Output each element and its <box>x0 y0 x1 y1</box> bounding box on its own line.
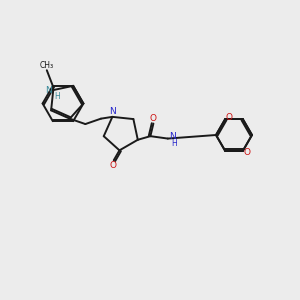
Text: O: O <box>243 148 250 158</box>
Text: H: H <box>172 140 177 148</box>
Text: H: H <box>54 92 60 100</box>
Text: CH₃: CH₃ <box>40 61 54 70</box>
Text: N: N <box>109 107 116 116</box>
Text: N: N <box>45 86 52 95</box>
Text: O: O <box>225 112 232 122</box>
Text: O: O <box>110 160 117 169</box>
Text: O: O <box>150 114 157 123</box>
Text: N: N <box>169 132 176 141</box>
